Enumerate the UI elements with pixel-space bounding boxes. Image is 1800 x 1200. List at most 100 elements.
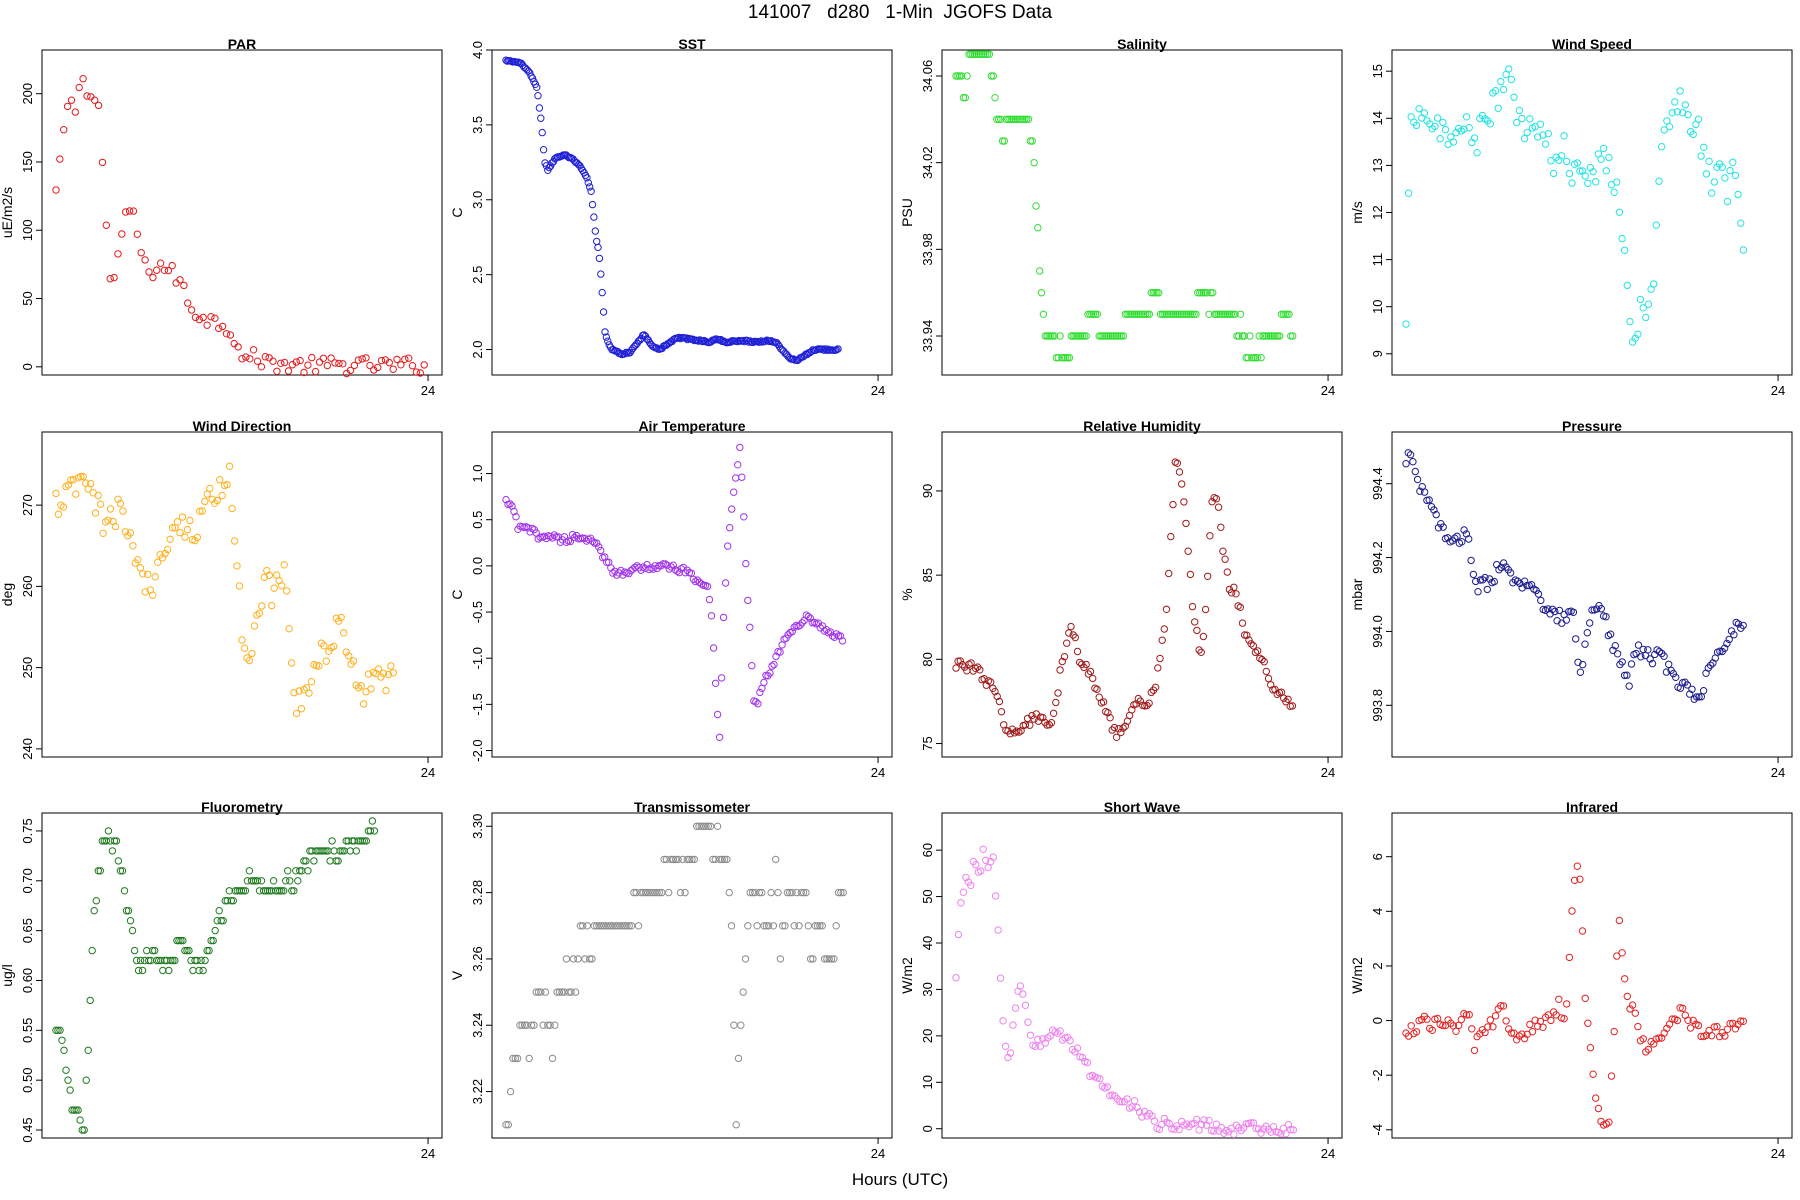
data-point bbox=[1145, 699, 1153, 707]
data-point bbox=[669, 855, 678, 864]
data-point bbox=[1235, 332, 1243, 340]
data-point bbox=[1183, 1120, 1191, 1128]
data-point bbox=[1049, 709, 1058, 717]
panel-title: Pressure bbox=[1562, 418, 1622, 434]
data-point bbox=[588, 537, 597, 545]
data-point bbox=[597, 270, 605, 278]
data-point bbox=[1128, 706, 1136, 714]
data-point bbox=[1460, 526, 1468, 534]
data-point bbox=[74, 1106, 82, 1114]
data-point bbox=[1205, 1116, 1213, 1125]
x-tick-label: 24 bbox=[1321, 1146, 1335, 1161]
data-point bbox=[181, 946, 189, 955]
y-tick-label: 993.8 bbox=[1370, 689, 1385, 722]
data-point bbox=[1609, 646, 1617, 654]
data-point bbox=[1613, 178, 1621, 186]
data-point bbox=[90, 907, 98, 915]
data-point bbox=[1560, 132, 1568, 140]
data-point bbox=[811, 922, 819, 930]
data-point bbox=[1491, 1012, 1500, 1020]
data-point bbox=[762, 922, 771, 930]
data-point bbox=[1616, 660, 1624, 669]
data-point bbox=[682, 334, 690, 342]
data-point bbox=[326, 857, 334, 865]
data-point bbox=[1644, 1045, 1653, 1054]
data-point bbox=[1145, 1110, 1154, 1118]
data-point bbox=[806, 614, 814, 622]
data-point bbox=[339, 360, 347, 368]
data-point bbox=[618, 922, 626, 930]
data-point bbox=[776, 955, 785, 963]
data-point bbox=[965, 660, 973, 668]
data-point bbox=[583, 922, 591, 930]
data-point bbox=[265, 354, 273, 362]
data-point bbox=[1726, 1019, 1734, 1028]
y-tick-label: 3.0 bbox=[470, 191, 485, 209]
plot-frame bbox=[941, 812, 1343, 1139]
data-point bbox=[601, 328, 609, 336]
data-point bbox=[1099, 332, 1107, 340]
data-point bbox=[1205, 310, 1213, 318]
data-point bbox=[1576, 668, 1585, 676]
data-point bbox=[1192, 1115, 1201, 1124]
data-point bbox=[1047, 719, 1056, 727]
data-point bbox=[278, 582, 286, 590]
y-tick-label: 20 bbox=[920, 1029, 935, 1043]
data-point bbox=[1093, 310, 1102, 318]
data-point bbox=[776, 648, 784, 656]
data-point bbox=[1513, 577, 1522, 585]
data-point bbox=[982, 50, 990, 58]
data-point bbox=[1665, 660, 1673, 668]
y-tick-label: 50 bbox=[920, 889, 935, 903]
data-point bbox=[611, 922, 619, 930]
data-point bbox=[94, 101, 103, 110]
data-point bbox=[237, 887, 246, 895]
y-tick-label: 0 bbox=[1370, 1017, 1385, 1024]
data-point bbox=[253, 357, 262, 365]
data-point bbox=[1681, 101, 1690, 109]
y-tick-label: 4.0 bbox=[470, 41, 485, 59]
data-point bbox=[595, 543, 603, 551]
data-point bbox=[228, 504, 236, 513]
data-point bbox=[311, 367, 320, 376]
data-point bbox=[1184, 547, 1192, 555]
data-point bbox=[1544, 130, 1553, 138]
data-point bbox=[1631, 1009, 1640, 1017]
data-point bbox=[350, 361, 359, 370]
data-point bbox=[834, 345, 842, 353]
data-point bbox=[1694, 115, 1703, 123]
data-point bbox=[1686, 1024, 1695, 1032]
data-point bbox=[976, 666, 984, 674]
data-point bbox=[216, 476, 224, 484]
data-point bbox=[198, 507, 207, 515]
data-point bbox=[52, 186, 60, 194]
y-tick-label: 0.5 bbox=[470, 511, 485, 529]
y-tick-label: -1.5 bbox=[470, 693, 485, 715]
data-point bbox=[662, 855, 671, 864]
data-point bbox=[63, 102, 72, 111]
data-point bbox=[1155, 289, 1163, 297]
data-point bbox=[718, 855, 726, 864]
data-point bbox=[510, 507, 518, 516]
y-axis-label: ug/l bbox=[0, 964, 15, 987]
y-tick-label: 6 bbox=[1370, 853, 1385, 860]
data-point bbox=[1162, 605, 1171, 613]
data-point bbox=[56, 1026, 64, 1035]
data-point bbox=[1470, 1046, 1479, 1055]
data-point bbox=[249, 877, 258, 885]
data-point bbox=[506, 1087, 515, 1096]
data-point bbox=[1455, 124, 1463, 133]
data-point bbox=[756, 688, 764, 697]
data-point bbox=[1589, 168, 1597, 176]
data-point bbox=[1031, 1042, 1040, 1051]
data-point bbox=[1627, 660, 1636, 668]
data-point bbox=[1156, 654, 1164, 663]
data-point bbox=[312, 661, 321, 670]
data-point bbox=[1586, 619, 1594, 627]
data-point bbox=[1526, 1020, 1534, 1029]
x-tick-label: 24 bbox=[421, 383, 435, 398]
data-point bbox=[1008, 725, 1017, 733]
data-point bbox=[310, 857, 318, 865]
data-point bbox=[211, 926, 219, 935]
data-point bbox=[702, 822, 710, 830]
